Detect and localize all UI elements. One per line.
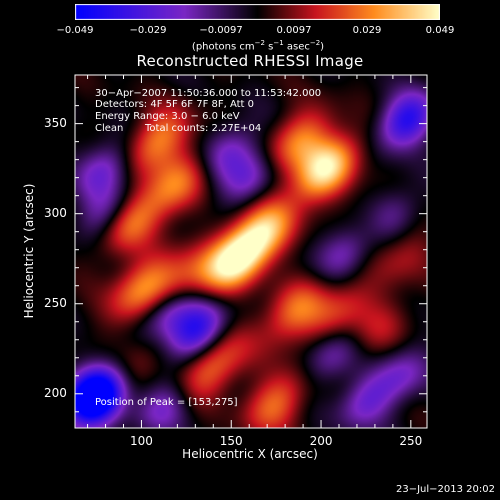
- heatmap-image: [75, 75, 427, 428]
- timestamp: 23−Jul−2013 20:02: [396, 484, 495, 495]
- y-axis-label: Heliocentric Y (arcsec): [22, 183, 36, 319]
- peak-position-text: Position of Peak = [153,275]: [95, 397, 238, 408]
- colorbar: [75, 4, 440, 20]
- colorbar-tick-label: −0.049: [56, 25, 94, 36]
- colorbar-tick-label: 0.0097: [276, 25, 312, 36]
- energy-range-text: Energy Range: 3.0 − 6.0 keV: [95, 111, 240, 122]
- colorbar-tick-label: 0.029: [352, 25, 382, 36]
- y-tick-label: 300: [44, 205, 67, 220]
- y-tick-label: 200: [44, 385, 67, 400]
- colorbar-units: (photons cm−2 s−1 asec−2): [191, 39, 325, 53]
- clean-text: Clean: [95, 123, 124, 134]
- x-tick-label: 200: [309, 434, 333, 448]
- plot-frame-border: [74, 74, 428, 429]
- x-axis-label: Heliocentric X (arcsec): [182, 447, 318, 461]
- y-tick-label: 250: [44, 295, 67, 310]
- x-tick-label: 100: [129, 434, 153, 448]
- x-tick-label: 250: [399, 434, 423, 448]
- colorbar-tick-label: −0.0097: [199, 25, 243, 36]
- colorbar-tick-label: 0.049: [425, 25, 455, 36]
- detectors-text: Detectors: 4F 5F 6F 7F 8F, Att 0: [95, 99, 255, 110]
- chart-title: Reconstructed RHESSI Image: [136, 52, 364, 70]
- time-range-text: 30−Apr−2007 11:50:36.000 to 11:53:42.000: [95, 88, 322, 99]
- colorbar-tick-label: −0.029: [129, 25, 167, 36]
- total-counts-text: Total counts: 2.27E+04: [145, 123, 262, 134]
- y-tick-label: 350: [44, 115, 67, 130]
- x-tick-label: 150: [219, 434, 243, 448]
